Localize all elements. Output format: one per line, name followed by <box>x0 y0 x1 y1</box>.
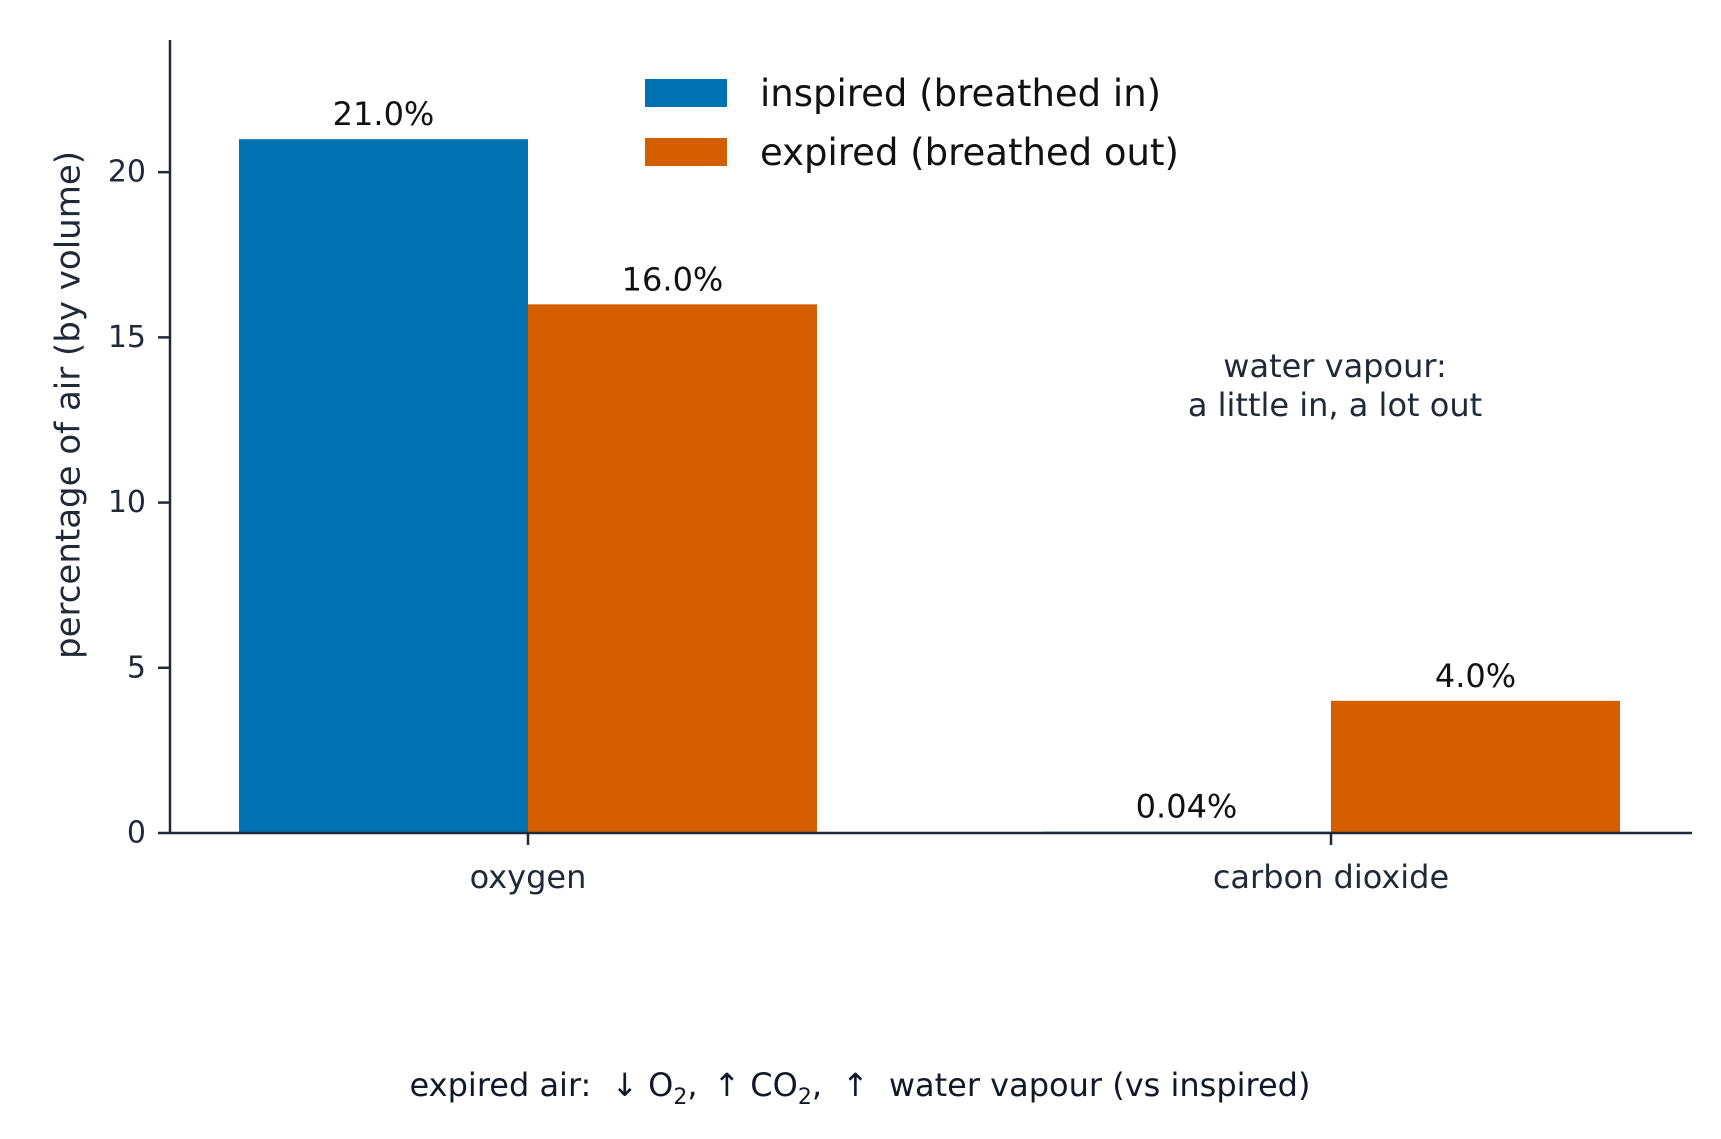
y-tick-label-15: 15 <box>108 320 146 355</box>
legend-swatch-expired <box>645 138 727 166</box>
ticks-group: 0 5 10 15 20 oxygen carbon dioxide <box>108 155 1449 896</box>
water-vapour-note-line2: a little in, a lot out <box>1188 386 1482 424</box>
value-label-expired-carbon-dioxide: 4.0% <box>1435 657 1516 695</box>
water-vapour-text: water vapour (vs inspired) <box>889 1066 1311 1104</box>
water-vapour-up-arrow: ↑ <box>842 1066 869 1104</box>
co2-formula: CO <box>750 1066 798 1104</box>
legend-swatch-inspired <box>645 79 727 107</box>
y-axis-title: percentage of air (by volume) <box>49 151 89 659</box>
o2-formula: O <box>648 1066 673 1104</box>
y-tick-label-0: 0 <box>127 816 146 851</box>
legend: inspired (breathed in) expired (breathed… <box>645 72 1179 174</box>
o2-subscript: 2 <box>673 1085 687 1110</box>
value-label-inspired-oxygen: 21.0% <box>333 95 435 133</box>
y-tick-label-5: 5 <box>127 650 146 685</box>
value-label-inspired-carbon-dioxide: 0.04% <box>1136 788 1238 826</box>
bar-inspired-oxygen <box>239 139 528 833</box>
water-vapour-note-line1: water vapour: <box>1223 347 1446 385</box>
footer-prefix: expired air: <box>410 1066 592 1104</box>
x-tick-label-oxygen: oxygen <box>470 858 587 896</box>
legend-label-inspired: inspired (breathed in) <box>760 72 1161 115</box>
x-tick-label-carbon-dioxide: carbon dioxide <box>1213 858 1449 896</box>
bar-expired-oxygen <box>528 304 817 833</box>
value-labels-group: 21.0% 0.04% 16.0% 4.0% <box>333 95 1516 826</box>
bar-expired-carbon-dioxide <box>1331 700 1620 833</box>
co2-subscript: 2 <box>798 1085 812 1110</box>
value-label-expired-oxygen: 16.0% <box>622 260 724 298</box>
bars-group <box>239 139 1620 833</box>
legend-label-expired: expired (breathed out) <box>760 131 1179 174</box>
footer-summary: expired air: ↓ O2, ↑ CO2, ↑ water vapour (vs i… <box>410 1066 1311 1110</box>
water-vapour-note: water vapour: a little in, a lot out <box>1188 347 1482 424</box>
y-tick-label-20: 20 <box>108 155 146 190</box>
co2-up-arrow: ↑ <box>713 1066 740 1104</box>
y-tick-label-10: 10 <box>108 485 146 520</box>
o2-down-arrow: ↓ <box>611 1066 638 1104</box>
